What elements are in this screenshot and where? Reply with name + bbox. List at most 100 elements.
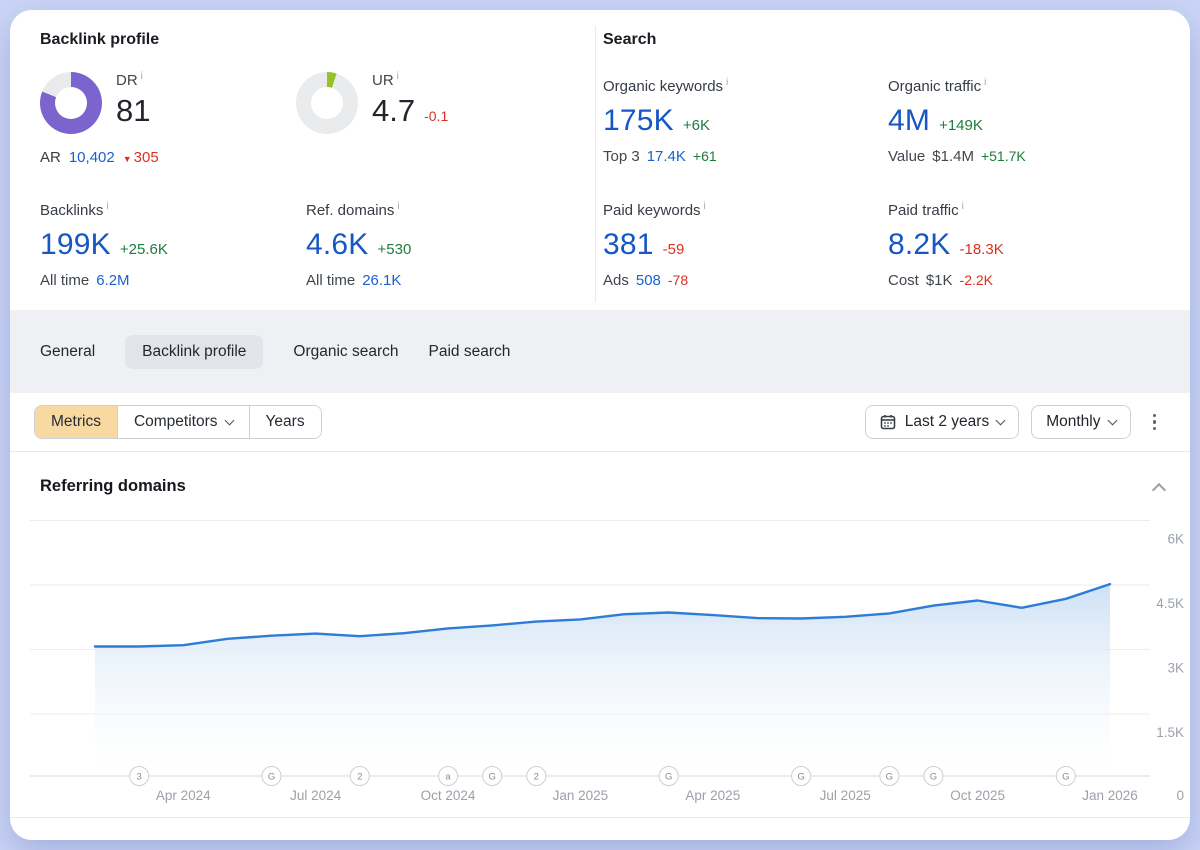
organic-traffic-delta: +149K bbox=[939, 117, 983, 134]
backlinks-sub-label: All time bbox=[40, 272, 90, 289]
cost-delta: -2.2K bbox=[959, 272, 994, 288]
svg-text:G: G bbox=[1062, 772, 1069, 783]
granularity-button[interactable]: Monthly bbox=[1031, 405, 1131, 439]
svg-text:2: 2 bbox=[357, 772, 362, 783]
tab-general[interactable]: General bbox=[40, 342, 96, 360]
paid-keywords-metric: Paid keywords i 381 -59 Ads 508 -78 bbox=[603, 201, 706, 290]
metrics-segment[interactable]: Metrics bbox=[35, 406, 118, 438]
ads-value-link[interactable]: 508 bbox=[635, 272, 661, 289]
chevron-down-icon bbox=[1107, 415, 1117, 426]
info-icon[interactable]: i bbox=[961, 201, 964, 212]
svg-text:G: G bbox=[930, 772, 937, 783]
svg-text:G: G bbox=[797, 772, 804, 783]
tab-paid-search[interactable]: Paid search bbox=[428, 342, 511, 360]
ar-value-link[interactable]: 10,402 bbox=[68, 149, 115, 166]
ads-label: Ads bbox=[603, 272, 629, 289]
tab-organic-search[interactable]: Organic search bbox=[293, 342, 399, 360]
svg-text:Apr 2024: Apr 2024 bbox=[156, 788, 211, 803]
chevron-down-icon bbox=[224, 415, 234, 426]
ur-metric: UR i 4.7 -0.1 bbox=[296, 72, 448, 134]
ref-domains-metric: Ref. domains i 4.6K +530 All time 26.1K bbox=[306, 201, 412, 290]
section-divider bbox=[595, 26, 596, 302]
view-segmented-control: Metrics Competitors Years bbox=[34, 405, 322, 439]
backlinks-delta: +25.6K bbox=[119, 241, 168, 258]
search-title: Search bbox=[603, 31, 657, 48]
info-icon[interactable]: i bbox=[726, 77, 729, 88]
section-tabs-bar: General Backlink profile Organic search … bbox=[10, 310, 1190, 393]
dr-label: DR i bbox=[116, 71, 143, 90]
info-icon[interactable]: i bbox=[397, 201, 400, 212]
paid-traffic-metric: Paid traffic i 8.2K -18.3K Cost $1K -2.2K bbox=[888, 201, 1004, 290]
ref-domains-value[interactable]: 4.6K bbox=[306, 228, 369, 261]
organic-keywords-label: Organic keywords i bbox=[603, 77, 729, 96]
paid-keywords-delta: -59 bbox=[662, 241, 685, 258]
organic-traffic-value[interactable]: 4M bbox=[888, 104, 931, 137]
ref-domains-delta: +530 bbox=[377, 241, 412, 258]
ref-domains-alltime-link[interactable]: 26.1K bbox=[362, 272, 402, 289]
organic-keywords-metric: Organic keywords i 175K +6K Top 3 17.4K +61 bbox=[603, 77, 729, 166]
svg-text:Jul 2025: Jul 2025 bbox=[820, 788, 871, 803]
svg-text:Jul 2024: Jul 2024 bbox=[290, 788, 342, 803]
chart-toolbar: Metrics Competitors Years Last 2 years M… bbox=[10, 393, 1190, 452]
cost-value: $1K bbox=[925, 272, 953, 289]
svg-text:4.5K: 4.5K bbox=[1156, 596, 1184, 611]
overview-card: Backlink profile Search DR i 81 AR 10,402… bbox=[10, 10, 1190, 840]
svg-text:6K: 6K bbox=[1167, 532, 1184, 547]
chevron-down-icon bbox=[995, 415, 1006, 426]
svg-text:G: G bbox=[488, 772, 495, 783]
ar-label: AR bbox=[40, 149, 61, 166]
cost-label: Cost bbox=[888, 272, 919, 289]
ur-value: 4.7 -0.1 bbox=[372, 93, 449, 128]
backlinks-label: Backlinks i bbox=[40, 201, 109, 220]
svg-text:G: G bbox=[268, 772, 275, 783]
ur-delta: -0.1 bbox=[424, 108, 449, 124]
traffic-value-delta: +51.7K bbox=[980, 148, 1026, 164]
dr-metric: DR i 81 bbox=[40, 72, 150, 134]
top3-value-link[interactable]: 17.4K bbox=[646, 148, 686, 165]
collapse-chevron-up-icon[interactable] bbox=[1151, 482, 1167, 497]
svg-text:Oct 2024: Oct 2024 bbox=[421, 788, 476, 803]
top3-label: Top 3 bbox=[603, 148, 640, 165]
info-icon[interactable]: i bbox=[106, 201, 109, 212]
paid-keywords-value[interactable]: 381 bbox=[603, 228, 654, 261]
paid-traffic-value[interactable]: 8.2K bbox=[888, 228, 951, 261]
chart-title: Referring domains bbox=[40, 477, 186, 495]
kebab-menu-icon[interactable] bbox=[1143, 408, 1167, 437]
svg-text:Jan 2025: Jan 2025 bbox=[553, 788, 609, 803]
info-icon[interactable]: i bbox=[703, 201, 706, 212]
paid-traffic-label: Paid traffic i bbox=[888, 201, 964, 220]
organic-keywords-value[interactable]: 175K bbox=[603, 104, 674, 137]
card-footer bbox=[10, 818, 1190, 840]
svg-text:a: a bbox=[445, 772, 451, 783]
svg-text:G: G bbox=[886, 772, 893, 783]
organic-keywords-delta: +6K bbox=[682, 117, 710, 134]
dr-donut-chart bbox=[40, 72, 102, 134]
ar-rank-row: AR 10,402 ▼ 305 bbox=[40, 149, 159, 166]
dr-value: 81 bbox=[116, 93, 151, 128]
svg-text:2: 2 bbox=[534, 772, 539, 783]
svg-text:Jan 2026: Jan 2026 bbox=[1082, 788, 1138, 803]
date-range-button[interactable]: Last 2 years bbox=[864, 405, 1020, 439]
info-icon[interactable]: i bbox=[140, 71, 143, 82]
referring-domains-card: Referring domains 6K 4.5K 3K 1.5K 0 3 G 2 a G 2 G G G… bbox=[10, 452, 1190, 818]
ref-domains-label: Ref. domains i bbox=[306, 201, 400, 220]
top3-delta: +61 bbox=[692, 148, 717, 164]
referring-domains-chart[interactable]: 6K 4.5K 3K 1.5K 0 3 G 2 a G 2 G G G G G Apr 2024 Jul 2024… bbox=[10, 508, 1190, 808]
organic-traffic-metric: Organic traffic i 4M +149K Value $1.4M +51.7… bbox=[888, 77, 1026, 166]
svg-text:3K: 3K bbox=[1167, 661, 1184, 676]
backlinks-value[interactable]: 199K bbox=[40, 228, 111, 261]
ref-domains-sub-label: All time bbox=[306, 272, 356, 289]
years-segment[interactable]: Years bbox=[249, 406, 321, 438]
info-icon[interactable]: i bbox=[984, 77, 987, 88]
tab-backlink-profile[interactable]: Backlink profile bbox=[125, 334, 264, 369]
competitors-segment[interactable]: Competitors bbox=[117, 406, 250, 438]
backlinks-alltime-link[interactable]: 6.2M bbox=[96, 272, 130, 289]
ur-label: UR i bbox=[372, 71, 399, 90]
summary-panel: Backlink profile Search DR i 81 AR 10,402… bbox=[10, 10, 1190, 310]
value-label: Value bbox=[888, 148, 926, 165]
organic-traffic-label: Organic traffic i bbox=[888, 77, 987, 96]
calendar-icon bbox=[880, 414, 896, 430]
svg-text:1.5K: 1.5K bbox=[1156, 725, 1184, 740]
svg-text:G: G bbox=[665, 772, 672, 783]
info-icon[interactable]: i bbox=[396, 71, 399, 82]
